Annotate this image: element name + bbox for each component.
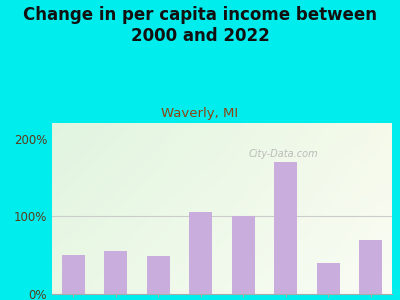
Bar	[146, 256, 170, 294]
Text: Waverly, MI: Waverly, MI	[162, 106, 238, 119]
Bar	[359, 240, 382, 294]
Bar	[104, 251, 128, 294]
Bar	[232, 216, 255, 294]
Bar	[62, 255, 85, 294]
Text: Change in per capita income between
2000 and 2022: Change in per capita income between 2000…	[23, 6, 377, 45]
Text: City-Data.com: City-Data.com	[248, 149, 318, 159]
Bar	[316, 263, 340, 294]
Bar	[189, 212, 212, 294]
Bar	[274, 162, 298, 294]
